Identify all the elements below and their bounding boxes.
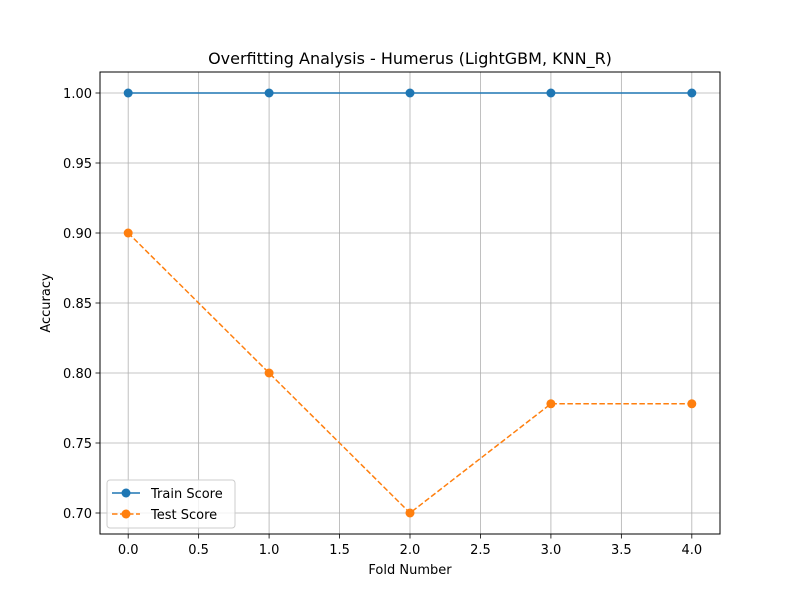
y-tick-label: 0.95 <box>63 157 92 172</box>
x-tick-label: 1.5 <box>329 543 350 558</box>
y-tick-label: 0.90 <box>63 227 92 242</box>
y-tick-label: 0.75 <box>63 437 92 452</box>
test-score-point <box>405 508 415 518</box>
test-score-point <box>546 399 556 409</box>
train-score-point <box>546 88 556 98</box>
train-score-point <box>123 88 133 98</box>
legend-test-label: Test Score <box>150 508 217 523</box>
legend-box <box>106 479 236 529</box>
test-score-point <box>687 399 697 409</box>
x-tick-label: 0.0 <box>118 543 139 558</box>
legend-train-label: Train Score <box>150 487 223 502</box>
x-tick-label: 4.0 <box>681 543 702 558</box>
x-tick-label: 2.5 <box>470 543 491 558</box>
x-tick-label: 2.0 <box>400 543 421 558</box>
x-axis-label: Fold Number <box>368 563 452 578</box>
x-tick-label: 3.5 <box>611 543 632 558</box>
test-score-point <box>123 228 133 238</box>
y-tick-label: 1.00 <box>63 87 92 102</box>
y-axis-label: Accuracy <box>39 273 54 333</box>
y-tick-label: 0.70 <box>63 507 92 522</box>
train-score-point <box>264 88 274 98</box>
train-score-point <box>687 88 697 98</box>
x-tick-label: 3.0 <box>541 543 562 558</box>
legend-train-marker <box>121 488 131 498</box>
x-tick-label: 0.5 <box>188 543 209 558</box>
axis-ticks: 0.0 0.5 1.0 1.5 2.0 2.5 3.0 3.5 4.0 0.70 0.75 0.80 0… <box>63 87 702 558</box>
train-score-point <box>405 88 415 98</box>
legend-test-marker <box>121 509 131 519</box>
x-tick-label: 1.0 <box>259 543 280 558</box>
series-group <box>123 88 697 518</box>
legend: Train Score Test Score <box>106 479 236 529</box>
chart-title: Overfitting Analysis - Humerus (LightGBM… <box>208 49 612 69</box>
y-tick-label: 0.85 <box>63 297 92 312</box>
y-tick-label: 0.80 <box>63 367 92 382</box>
test-score-point <box>264 368 274 378</box>
